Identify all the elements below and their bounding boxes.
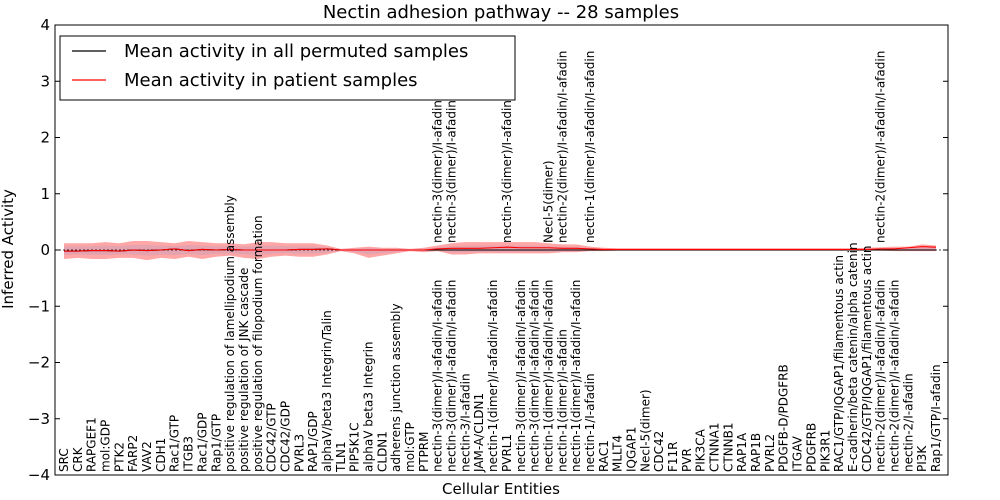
y-tick-label: −1 <box>28 297 50 315</box>
x-tick-label: nectin-2(dimer)/I-afadin/I-afadin <box>887 280 901 472</box>
x-tick-label: PIK3CA <box>694 428 708 472</box>
x-tick-label: CRK <box>71 446 85 472</box>
x-tick-label: CDC42 <box>652 431 666 472</box>
x-tick-label: IQGAP1 <box>624 427 638 472</box>
x-tick-label: PTPRM <box>417 432 431 473</box>
x-tick-label: CDC42/GDP <box>278 401 292 472</box>
y-tick-label: −2 <box>28 354 50 372</box>
y-tick-label: 1 <box>40 185 50 203</box>
x-tick-label: RAPGEF1 <box>85 417 99 472</box>
x-tick-label: nectin-3(dimer)/I-afadin/I-afadin <box>445 280 459 472</box>
x-tick-label-upper: nectin-2(dimer)/I-afadin/I-afadin <box>555 51 569 243</box>
legend-box <box>59 35 516 101</box>
y-axis: −4 −3 −2 −1 0 1 2 3 4 <box>28 16 948 484</box>
y-tick-label: 4 <box>40 16 50 34</box>
x-tick-label: ITGAV <box>791 435 805 472</box>
x-tick-label: adherens junction assembly <box>389 303 403 472</box>
x-tick-label: CTNNA1 <box>708 422 722 472</box>
y-axis-label: Inferred Activity <box>0 189 17 309</box>
x-tick-label: CDC42/GTP <box>265 403 279 472</box>
x-tick-label-upper: Necl-5(dimer) <box>541 160 555 243</box>
x-tick-label: PVRL2 <box>763 434 777 472</box>
x-tick-label: RAC1/GTP/IQGAP1/filamentous actin <box>832 255 846 472</box>
chart-title: Nectin adhesion pathway -- 28 samples <box>323 2 679 23</box>
x-tick-label: RAC1 <box>597 440 611 472</box>
x-tick-label: FARP2 <box>126 435 140 472</box>
x-tick-label: positive regulation of filopodium format… <box>251 215 265 472</box>
x-tick-label: PTK2 <box>112 442 126 472</box>
x-tick-label: Rap1/GTP/I-afadin <box>929 364 943 472</box>
x-tick-label: PIK3R1 <box>818 430 832 472</box>
x-tick-label: nectin-3(dimer)/I-afadin/I-afadin <box>514 280 528 472</box>
x-tick-label: nectin-3/I-afadin <box>458 373 472 472</box>
x-tick-label: nectin-1(dimer)/I-afadin/I-afadin <box>569 280 583 472</box>
x-axis-label: Cellular Entities <box>442 480 560 498</box>
y-tick-label: 3 <box>40 72 50 90</box>
x-tick-label: ITGB3 <box>182 436 196 472</box>
x-tick-label: RAP1B <box>749 433 763 472</box>
x-axis: SRC CRK RAPGEF1 mol:GDP PTK2 FARP2 VAV2 CDH1 Rac… <box>57 51 943 473</box>
x-tick-label: nectin-3(dimer)/I-afadin/I-afadin <box>528 280 542 472</box>
x-tick-label: nectin-1(dimer)/I-afadin/I-afadin <box>541 280 555 472</box>
legend-label-patient: Mean activity in patient samples <box>124 70 418 91</box>
legend: Mean activity in all permuted samples Me… <box>59 35 516 101</box>
x-tick-label: RAP1/GDP <box>306 411 320 472</box>
y-tick-label: 2 <box>40 129 50 147</box>
x-tick-label: SRC <box>57 448 71 472</box>
x-tick-label: MLLT4 <box>611 435 625 472</box>
y-tick-label: −4 <box>28 466 50 484</box>
x-tick-label-upper: nectin-2(dimer)/I-afadin/I-afadin <box>874 51 888 243</box>
y-tick-label: 0 <box>40 241 50 259</box>
x-tick-label: F11R <box>666 441 680 472</box>
x-tick-label: alphaV/beta3 Integrin/Talin <box>320 310 334 472</box>
x-tick-label: CDC42/GTP/IQGAP1/filamentous actin <box>860 246 874 472</box>
x-tick-label: PDGFRB <box>804 423 818 472</box>
x-tick-label: nectin-2(dimer)/I-afadin/I-afadin <box>874 280 888 472</box>
x-tick-label: TLN1 <box>334 441 348 473</box>
x-tick-label-upper: nectin-1(dimer)/I-afadin/I-afadin <box>583 51 597 243</box>
patient-mean-line <box>64 246 937 252</box>
patient-variance-band <box>64 241 936 261</box>
x-tick-label: mol:GTP <box>403 422 417 472</box>
x-tick-label: nectin-1(dimer)/I-afadin <box>555 329 569 472</box>
x-tick-label: PDGFB-D/PDGFRB <box>777 364 791 472</box>
y-tick-label: −3 <box>28 410 50 428</box>
x-tick-label: VAV2 <box>140 441 154 472</box>
x-tick-label: nectin-3(dimer)/I-afadin/I-afadin <box>431 280 445 472</box>
x-tick-label: Rap1/GTP <box>209 414 223 472</box>
x-tick-label: PI3K <box>915 445 929 472</box>
x-tick-label: PVR <box>680 448 694 472</box>
x-tick-label: Necl-5(dimer) <box>638 389 652 472</box>
x-tick-label: nectin-2/I-afadin <box>901 373 915 472</box>
x-tick-label: JAM-A/CLDN1 <box>472 393 486 473</box>
x-tick-label: Rac1/GTP <box>168 415 182 472</box>
x-tick-label: PIP5K1C <box>348 422 362 472</box>
x-tick-label: PVRL1 <box>500 434 514 472</box>
x-tick-label: nectin-1/I-afadin <box>583 373 597 472</box>
x-tick-label: CDH1 <box>154 438 168 472</box>
x-tick-label: PVRL3 <box>292 434 306 472</box>
x-tick-label: E-cadherin/beta catenin/alpha catenin <box>846 242 860 472</box>
x-tick-label: positive regulation of JNK cascade <box>237 268 251 472</box>
x-tick-label: positive regulation of lamellipodium ass… <box>223 195 237 472</box>
x-tick-label: alphaV beta3 Integrin <box>362 341 376 472</box>
legend-label-permuted: Mean activity in all permuted samples <box>124 41 468 62</box>
x-tick-label: Rac1/GDP <box>195 413 209 472</box>
x-tick-label: nectin-1(dimer)/I-afadin/I-afadin <box>486 280 500 472</box>
x-tick-label: RAP1A <box>735 432 749 472</box>
x-tick-label: CLDN1 <box>375 431 389 472</box>
x-tick-label: CTNNB1 <box>721 422 735 472</box>
x-tick-label: mol:GDP <box>99 420 113 472</box>
